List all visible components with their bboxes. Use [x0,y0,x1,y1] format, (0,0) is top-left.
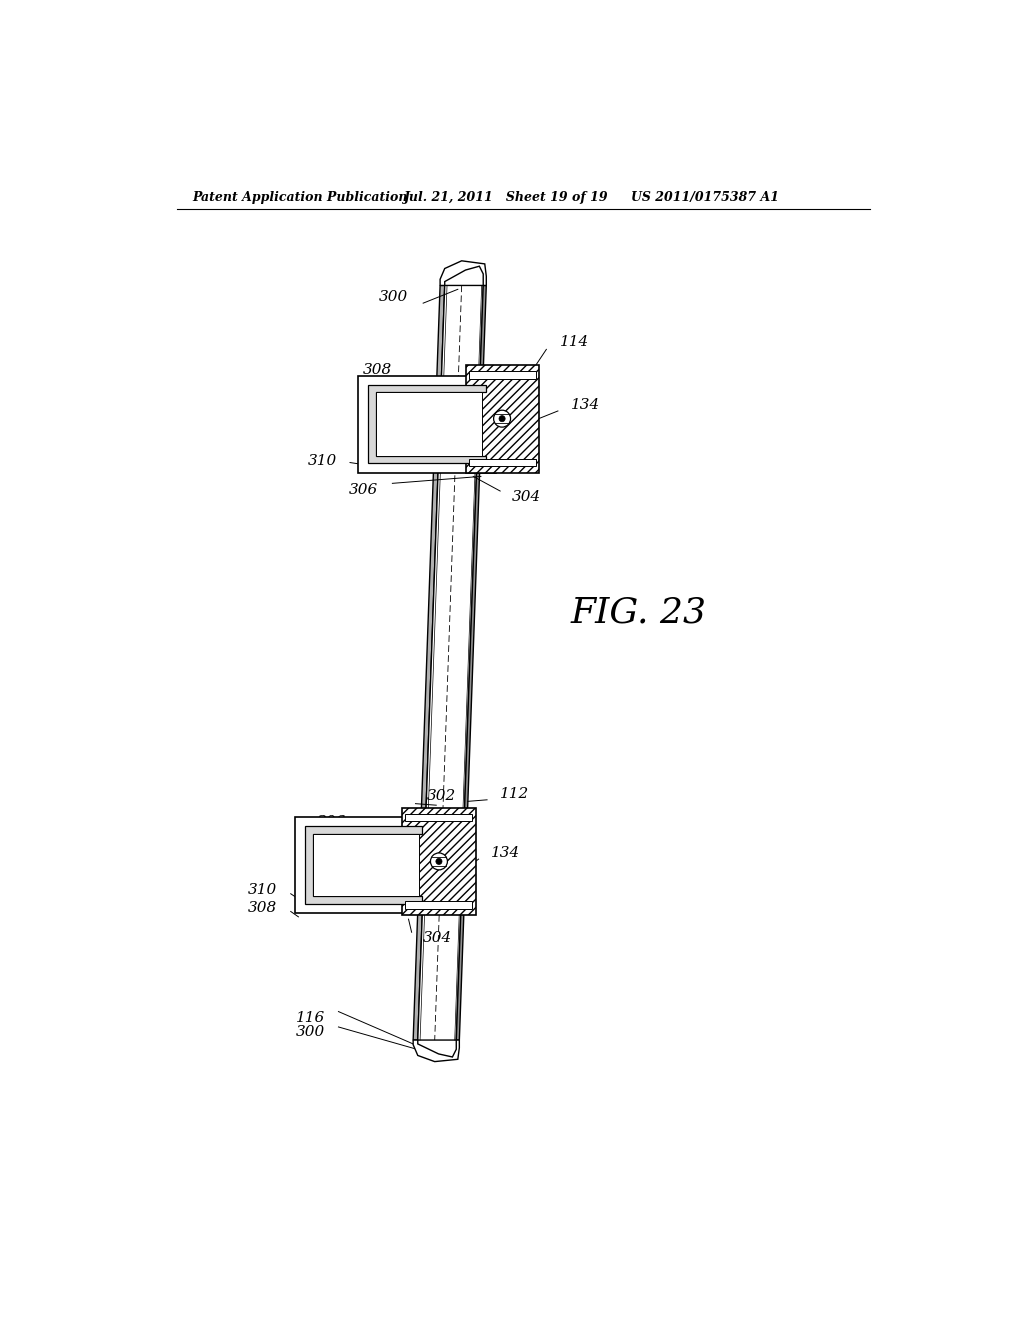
Text: 134: 134 [490,846,520,859]
Polygon shape [469,459,536,466]
Text: 302: 302 [427,789,457,803]
Text: 116: 116 [296,1011,326,1024]
Polygon shape [413,1040,460,1061]
Circle shape [430,853,447,870]
Polygon shape [413,285,444,1040]
Text: 310: 310 [307,454,337,469]
Circle shape [494,411,511,428]
Polygon shape [418,285,483,1040]
Text: 134: 134 [571,397,600,412]
Text: 304: 304 [512,490,541,504]
Text: FIG. 23: FIG. 23 [570,595,707,630]
Polygon shape [469,371,536,379]
Text: 306: 306 [349,483,379,496]
Polygon shape [295,817,433,913]
Circle shape [499,416,505,422]
Text: 308: 308 [248,902,276,915]
Text: 114: 114 [560,335,590,348]
Text: 300: 300 [296,1026,326,1039]
Polygon shape [376,392,482,455]
Text: Patent Application Publication: Patent Application Publication [193,191,408,203]
Polygon shape [402,808,475,915]
Polygon shape [406,813,472,821]
Text: Jul. 21, 2011   Sheet 19 of 19: Jul. 21, 2011 Sheet 19 of 19 [403,191,608,203]
Circle shape [436,858,442,865]
Polygon shape [457,285,486,1040]
Text: 112: 112 [500,787,529,801]
Text: US 2011/0175387 A1: US 2011/0175387 A1 [631,191,779,203]
Polygon shape [440,261,486,285]
Polygon shape [357,376,497,473]
Text: 304: 304 [423,932,453,945]
Polygon shape [466,364,539,473]
Text: 310: 310 [248,883,276,896]
Text: 308: 308 [364,363,392,378]
Polygon shape [406,902,472,909]
Polygon shape [313,834,419,896]
Polygon shape [305,826,422,904]
Text: 306: 306 [316,816,346,829]
Text: 300: 300 [379,290,408,304]
Polygon shape [369,385,485,463]
